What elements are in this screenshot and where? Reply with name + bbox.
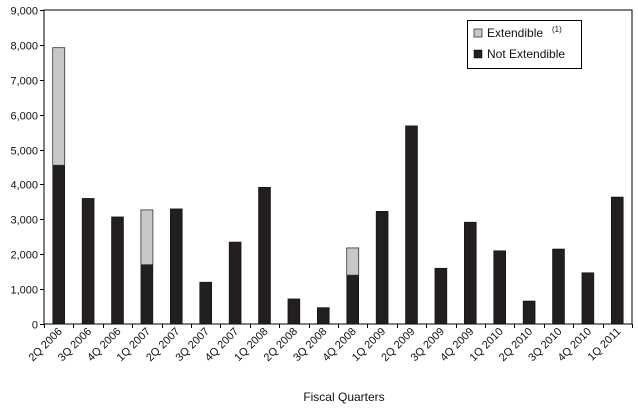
bar-extendible bbox=[140, 209, 154, 266]
legend-box bbox=[467, 20, 582, 69]
bar-not-extendible bbox=[111, 216, 124, 325]
y-axis: 0 1,000 2,000 3,000 4,000 5,000 6,000 7,000 8,00… bbox=[10, 6, 44, 332]
x-tick-label: 1Q 2011 bbox=[586, 326, 624, 364]
bar-extendible bbox=[346, 247, 360, 276]
bar-not-extendible bbox=[52, 165, 65, 325]
bar-not-extendible bbox=[81, 198, 95, 325]
bar-not-extendible bbox=[493, 250, 506, 325]
y-tick-label: 2,000 bbox=[10, 250, 38, 262]
y-tick-label: 9,000 bbox=[10, 6, 38, 18]
y-tick-label: 3,000 bbox=[10, 215, 38, 227]
bar-not-extendible bbox=[287, 298, 301, 325]
y-tick-label: 6,000 bbox=[10, 111, 38, 123]
y-tick-label: 0 bbox=[32, 320, 38, 332]
legend-swatch-extendible bbox=[473, 28, 483, 38]
bar-not-extendible bbox=[611, 196, 624, 325]
bar-not-extendible bbox=[464, 221, 477, 325]
bar-not-extendible bbox=[552, 248, 565, 325]
bar-not-extendible bbox=[522, 300, 536, 325]
legend-footnote-mark: (1) bbox=[552, 25, 562, 34]
y-tick-label: 1,000 bbox=[10, 285, 38, 297]
bar-not-extendible bbox=[375, 211, 389, 325]
bar-not-extendible bbox=[405, 125, 418, 325]
x-axis-title: Fiscal Quarters bbox=[303, 390, 384, 404]
bar-not-extendible bbox=[228, 241, 242, 325]
bar-not-extendible bbox=[170, 208, 183, 325]
bars-layer bbox=[52, 47, 624, 325]
bar-not-extendible bbox=[346, 274, 359, 325]
bar-not-extendible bbox=[434, 267, 448, 325]
bar-not-extendible bbox=[258, 186, 271, 325]
legend-swatch-not-extendible bbox=[473, 49, 483, 59]
legend-label-extendible: Extendible bbox=[487, 26, 543, 40]
y-tick-label: 4,000 bbox=[10, 180, 38, 192]
y-tick-label: 5,000 bbox=[10, 146, 38, 158]
bar-extendible bbox=[52, 47, 66, 166]
bar-not-extendible bbox=[581, 272, 595, 325]
y-tick-label: 7,000 bbox=[10, 76, 38, 88]
bar-not-extendible bbox=[140, 264, 154, 325]
y-tick-label: 8,000 bbox=[10, 41, 38, 53]
bar-not-extendible bbox=[199, 281, 212, 325]
legend-label-not-extendible: Not Extendible bbox=[487, 47, 565, 61]
legend: Extendible (1) Not Extendible bbox=[467, 20, 582, 69]
bar-not-extendible bbox=[317, 307, 330, 325]
